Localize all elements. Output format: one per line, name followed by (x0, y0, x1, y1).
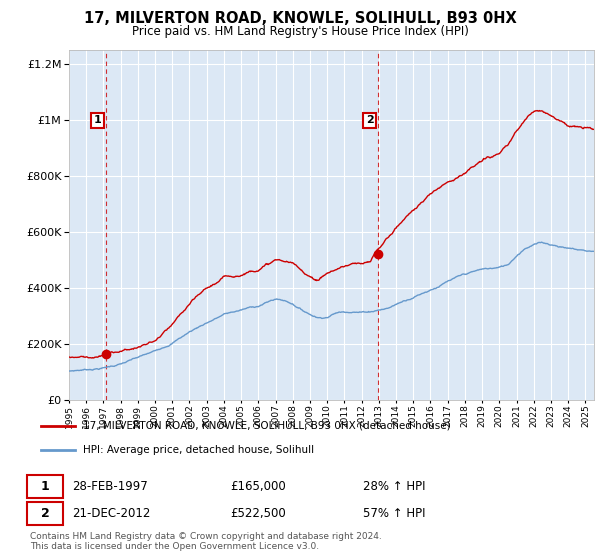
Text: £165,000: £165,000 (230, 480, 286, 493)
Text: 21-DEC-2012: 21-DEC-2012 (72, 507, 151, 520)
Text: 28% ↑ HPI: 28% ↑ HPI (362, 480, 425, 493)
Text: 57% ↑ HPI: 57% ↑ HPI (362, 507, 425, 520)
Text: 17, MILVERTON ROAD, KNOWLE, SOLIHULL, B93 0HX: 17, MILVERTON ROAD, KNOWLE, SOLIHULL, B9… (83, 11, 517, 26)
Text: 1: 1 (94, 115, 101, 125)
Text: £522,500: £522,500 (230, 507, 286, 520)
Text: 1: 1 (41, 480, 50, 493)
Text: 2: 2 (366, 115, 374, 125)
FancyBboxPatch shape (28, 502, 63, 525)
Text: 17, MILVERTON ROAD, KNOWLE, SOLIHULL, B93 0HX (detached house): 17, MILVERTON ROAD, KNOWLE, SOLIHULL, B9… (83, 421, 451, 431)
Text: 2: 2 (41, 507, 50, 520)
FancyBboxPatch shape (28, 474, 63, 498)
Text: Price paid vs. HM Land Registry's House Price Index (HPI): Price paid vs. HM Land Registry's House … (131, 25, 469, 38)
Text: Contains HM Land Registry data © Crown copyright and database right 2024.
This d: Contains HM Land Registry data © Crown c… (30, 532, 382, 552)
Text: HPI: Average price, detached house, Solihull: HPI: Average price, detached house, Soli… (83, 445, 314, 455)
Text: 28-FEB-1997: 28-FEB-1997 (72, 480, 148, 493)
